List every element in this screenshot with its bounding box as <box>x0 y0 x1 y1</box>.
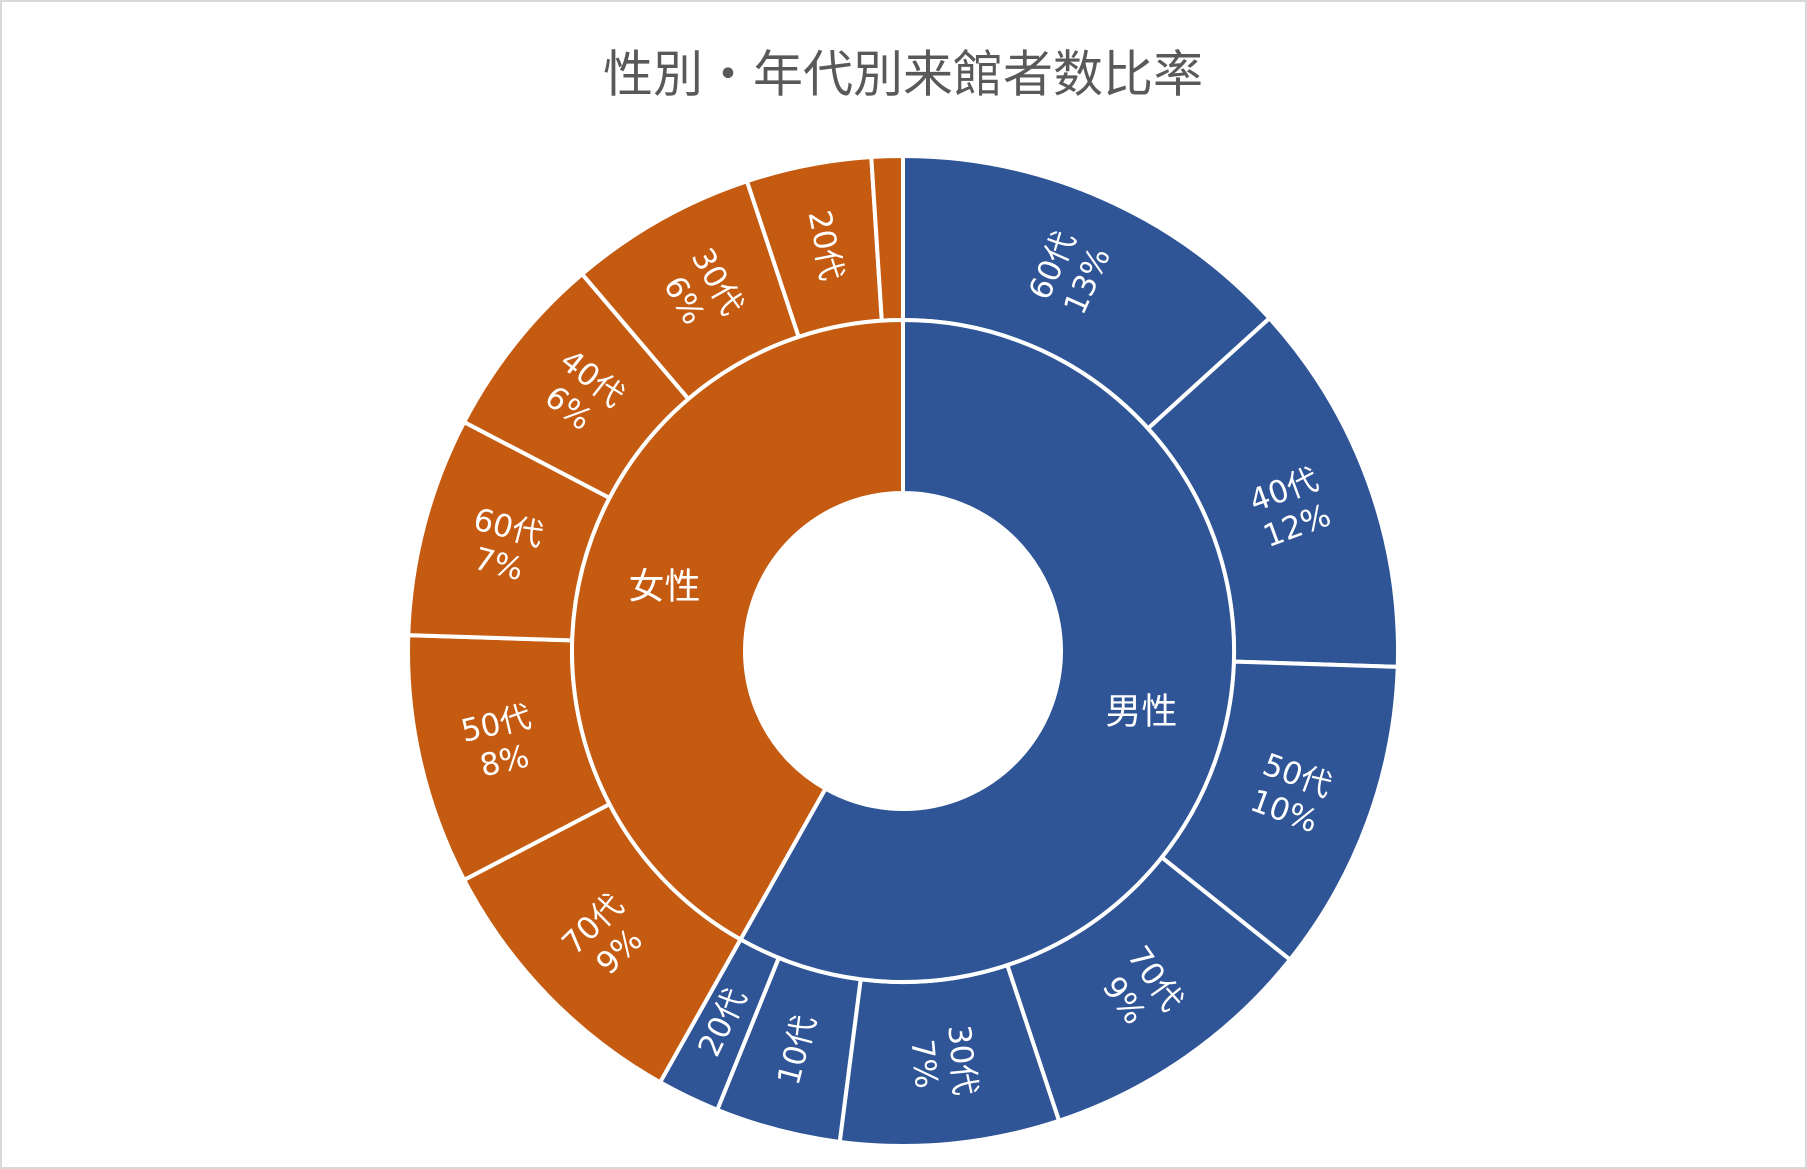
inner-slice <box>570 317 905 943</box>
group-label: 女性 <box>629 566 701 607</box>
slice-label: 30代7% <box>903 1023 983 1100</box>
slice-category: 30代 <box>941 1023 984 1097</box>
group-label: 男性 <box>1105 692 1177 733</box>
slice-label: 50代8% <box>458 699 543 787</box>
slice-value-label: 7% <box>904 1038 945 1090</box>
chart-title: 性別・年代別来館者数比率 <box>603 46 1203 104</box>
inner-slice <box>737 317 1236 984</box>
